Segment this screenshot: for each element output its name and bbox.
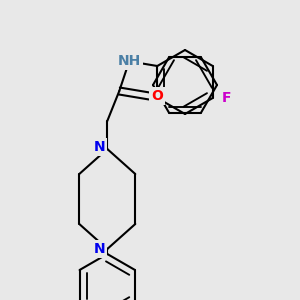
Text: N: N	[94, 242, 105, 256]
Text: N: N	[94, 140, 105, 154]
Text: NH: NH	[118, 54, 141, 68]
Text: F: F	[222, 91, 232, 105]
Text: O: O	[151, 89, 163, 103]
